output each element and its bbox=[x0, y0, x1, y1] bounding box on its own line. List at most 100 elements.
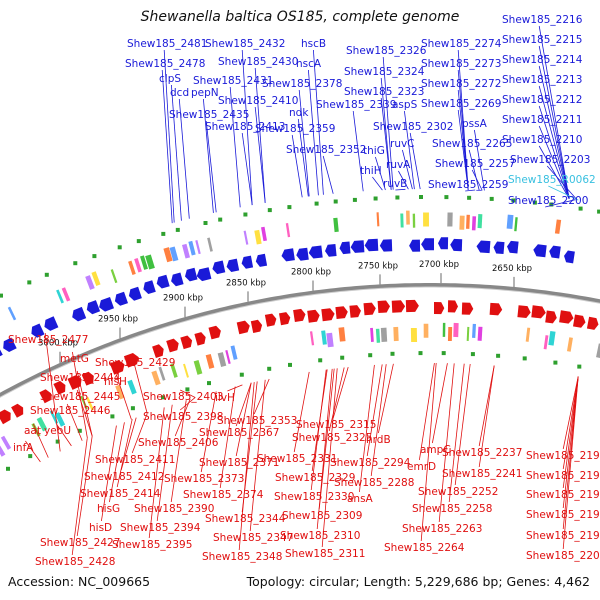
leader-line bbox=[254, 106, 266, 203]
rna-marker bbox=[340, 355, 345, 360]
cog-block bbox=[230, 345, 238, 360]
cog-block bbox=[423, 212, 429, 227]
genome-backbone bbox=[0, 283, 600, 398]
cog-block bbox=[466, 214, 470, 229]
gene-label-Shew185_2213: Shew185_2213 bbox=[502, 74, 582, 86]
leader-line bbox=[310, 369, 327, 491]
cog-block bbox=[151, 370, 161, 386]
cog-block bbox=[140, 255, 148, 270]
cog-block bbox=[412, 213, 416, 228]
cog-block bbox=[145, 254, 155, 270]
rna-marker bbox=[0, 293, 3, 298]
gene-label-ruvC: ruvC bbox=[390, 138, 415, 150]
scale-label: 2650 kbp bbox=[492, 264, 532, 274]
rna-marker bbox=[55, 439, 60, 444]
rna-marker bbox=[73, 261, 78, 266]
leader-line bbox=[471, 169, 483, 191]
rna-marker bbox=[130, 406, 135, 411]
rna-marker bbox=[578, 206, 583, 211]
leader-line bbox=[538, 145, 570, 200]
leader-line bbox=[101, 425, 117, 522]
cog-block bbox=[333, 217, 339, 233]
gene-arrow bbox=[212, 260, 226, 275]
rna-marker bbox=[44, 272, 49, 277]
gene-arrow bbox=[409, 239, 421, 252]
leader-line bbox=[478, 365, 495, 447]
cog-block bbox=[254, 229, 262, 245]
leader-line bbox=[366, 364, 383, 457]
cog-block bbox=[36, 416, 48, 432]
gene-label-ilvH: ilvH bbox=[215, 392, 235, 404]
gene-label-Shew185_2394: Shew185_2394 bbox=[120, 522, 201, 534]
cog-block bbox=[91, 271, 101, 286]
leader-line bbox=[402, 149, 413, 190]
gene-arrow bbox=[0, 409, 11, 425]
rna-marker bbox=[267, 366, 272, 371]
cog-block bbox=[447, 212, 453, 227]
rna-marker bbox=[175, 227, 180, 232]
rna-marker bbox=[6, 466, 10, 471]
gene-labels: Shew185_2216Shew185_2215Shew185_2214Shew… bbox=[8, 14, 600, 568]
leader-line bbox=[409, 132, 421, 190]
leader-line bbox=[308, 69, 319, 196]
gene-label-Shew185_2215: Shew185_2215 bbox=[502, 34, 582, 46]
cog-block bbox=[7, 306, 17, 321]
gene-label-Shew185_2326: Shew185_2326 bbox=[346, 45, 427, 57]
gene-arrow bbox=[349, 305, 361, 318]
leader-line bbox=[76, 370, 93, 437]
cog-block bbox=[370, 327, 374, 342]
leader-line bbox=[313, 49, 324, 195]
gene-label-Shew185_2445: Shew185_2445 bbox=[40, 391, 120, 403]
leader-line bbox=[32, 423, 49, 458]
label-leader-lines bbox=[25, 25, 579, 556]
rna-marker bbox=[203, 221, 208, 225]
cog-block bbox=[514, 217, 518, 232]
cog-block bbox=[85, 275, 95, 290]
gene-arrow bbox=[114, 291, 128, 306]
gene-arrow bbox=[152, 344, 164, 358]
leader-line bbox=[170, 400, 187, 503]
gene-arrow bbox=[325, 244, 337, 257]
gene-label-Shew185_2431: Shew185_2431 bbox=[193, 75, 273, 87]
leader-line bbox=[372, 176, 383, 191]
rna-marker bbox=[110, 414, 115, 419]
cog-block bbox=[205, 353, 215, 369]
leader-line bbox=[398, 170, 409, 190]
leader-line bbox=[457, 89, 469, 190]
gene-label-Shew185_2212: Shew185_2212 bbox=[502, 94, 582, 106]
cog-block bbox=[566, 337, 573, 352]
gene-label-Shew185_2444: Shew185_2444 bbox=[40, 372, 121, 384]
leader-line bbox=[545, 199, 576, 208]
leader-line bbox=[328, 367, 345, 432]
cog-block bbox=[596, 343, 600, 359]
gene-label-Shew185_2198: Shew185_2198 bbox=[526, 509, 600, 521]
gene-arrow bbox=[171, 272, 184, 287]
cog-block bbox=[376, 212, 380, 227]
leader-line bbox=[380, 97, 392, 190]
gene-arrow bbox=[461, 302, 474, 315]
leader-line bbox=[457, 109, 469, 190]
gene-label-Shew185_2325: Shew185_2325 bbox=[292, 432, 372, 444]
leader-line bbox=[178, 98, 190, 219]
leader-line bbox=[205, 120, 217, 213]
gene-label-Shew185_2352: Shew185_2352 bbox=[286, 144, 366, 156]
cog-block bbox=[128, 260, 136, 276]
cog-block bbox=[321, 330, 327, 345]
gene-label-Shew185_2428: Shew185_2428 bbox=[35, 556, 115, 568]
gene-label-Shew185_2359: Shew185_2359 bbox=[255, 123, 335, 135]
leader-line bbox=[382, 56, 394, 190]
leader-line bbox=[293, 371, 310, 453]
leader-line bbox=[241, 49, 253, 206]
cog-block bbox=[459, 215, 465, 230]
leader-line bbox=[562, 376, 579, 550]
leader-line bbox=[131, 355, 148, 414]
leader-line bbox=[420, 362, 437, 542]
rna-marker bbox=[522, 356, 527, 361]
gene-arrow bbox=[185, 267, 198, 282]
cog-block bbox=[400, 213, 404, 228]
gene-arrow bbox=[421, 238, 434, 251]
cog-block bbox=[285, 223, 291, 238]
leader-line bbox=[56, 423, 72, 447]
gene-label-hscA: hscA bbox=[296, 58, 322, 70]
cog-block bbox=[393, 326, 399, 342]
